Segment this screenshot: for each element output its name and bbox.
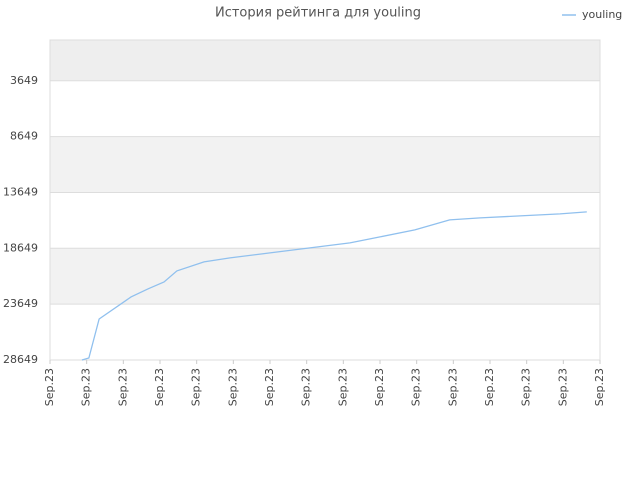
- y-tick-label: 3649: [10, 74, 38, 87]
- chart-title: История рейтинга для youling: [215, 6, 421, 21]
- x-tick-label: Sep.23: [520, 368, 533, 406]
- y-tick-label: 13649: [3, 185, 38, 198]
- plot-border: [49, 39, 601, 361]
- x-tick-label: Sep.23: [373, 368, 386, 406]
- x-tick-label: Sep.23: [483, 368, 496, 406]
- x-tick-label: Sep.23: [226, 368, 239, 406]
- x-tick-label: Sep.23: [153, 368, 166, 406]
- x-tick-label: Sep.23: [80, 368, 93, 406]
- band: [50, 248, 600, 305]
- y-tick-label: 23649: [3, 297, 38, 310]
- y-tick-label: 18649: [3, 241, 38, 254]
- band: [50, 136, 600, 193]
- x-tick-label: Sep.23: [300, 368, 313, 406]
- band: [50, 40, 600, 81]
- x-tick-label: Sep.23: [43, 368, 56, 406]
- x-tick-label: Sep.23: [446, 368, 459, 406]
- x-tick-label: Sep.23: [410, 368, 423, 406]
- line: [81, 211, 587, 361]
- x-tick-label: Sep.23: [593, 368, 606, 406]
- x-tick-label: Sep.23: [263, 368, 276, 406]
- x-tick-label: Sep.23: [116, 368, 129, 406]
- legend-label: youling: [582, 8, 622, 21]
- x-tick-label: Sep.23: [556, 368, 569, 406]
- y-tick-label: 8649: [10, 130, 38, 143]
- x-tick-label: Sep.23: [190, 368, 203, 406]
- y-tick-label: 28649: [3, 353, 38, 366]
- x-tick-label: Sep.23: [336, 368, 349, 406]
